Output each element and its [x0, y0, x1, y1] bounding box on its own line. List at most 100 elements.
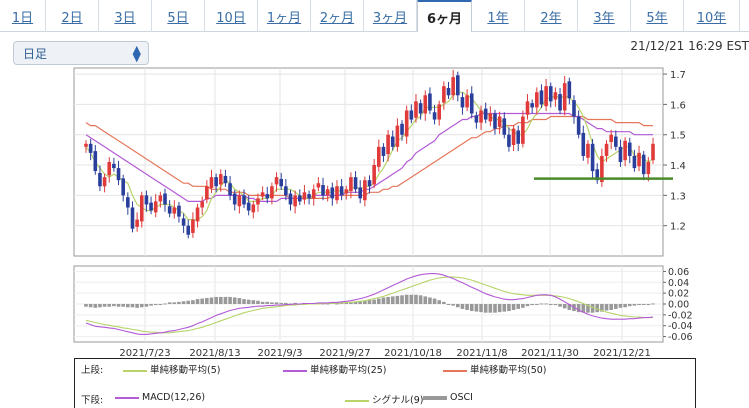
- signal-line: [85, 276, 653, 334]
- osci-bar: [511, 304, 516, 310]
- tab-period-12[interactable]: 5年: [631, 0, 684, 32]
- candle-body: [488, 113, 493, 122]
- osci-bar: [609, 304, 613, 310]
- candle-body: [84, 143, 88, 147]
- legend-item-sma25: 単純移動平均(25): [283, 362, 387, 376]
- osci-bar: [121, 304, 125, 307]
- x-tick-label: 2021/11/30: [521, 348, 579, 359]
- tab-period-1[interactable]: 2日: [46, 0, 99, 32]
- candle-body: [418, 103, 423, 114]
- candle-body: [618, 146, 623, 162]
- chevron-updown-icon: ▲ ▼: [132, 43, 141, 64]
- osci-bar: [623, 304, 627, 308]
- tab-period-3[interactable]: 5日: [152, 0, 205, 32]
- osci-bar: [260, 301, 265, 304]
- tab-period-2[interactable]: 3日: [99, 0, 152, 32]
- osci-bar: [172, 302, 177, 304]
- legend-item-macd: MACD(12,26): [115, 392, 205, 403]
- candle-body: [609, 134, 613, 142]
- candle-body: [139, 195, 144, 222]
- x-tick-label: 2021/9/3: [258, 348, 303, 359]
- osci-bar: [539, 303, 544, 305]
- macd-tick-label: -0.02: [668, 310, 693, 321]
- osci-bar: [218, 296, 223, 304]
- candle-body: [493, 113, 497, 129]
- candle-body: [539, 90, 544, 105]
- tab-period-9[interactable]: 1年: [472, 0, 525, 32]
- legend-swatch: [115, 396, 139, 399]
- candle-body: [335, 186, 339, 201]
- chart-legend: 上段: 単純移動平均(5) 単純移動平均(25) 単純移動平均(50) 下段: …: [74, 358, 696, 408]
- candle-body: [205, 186, 209, 200]
- osci-bar: [237, 298, 242, 304]
- candle-body: [223, 175, 228, 184]
- tab-period-8[interactable]: 6ヶ月: [417, 0, 472, 32]
- legend-item-sma5: 単純移動平均(5): [123, 362, 220, 376]
- candle-body: [372, 165, 376, 185]
- osci-bar: [367, 300, 372, 304]
- candle-body: [525, 101, 530, 115]
- candle-body: [390, 136, 395, 147]
- candle-body: [442, 86, 446, 103]
- interval-select[interactable]: 日足 ▲ ▼: [13, 41, 149, 65]
- candle-body: [386, 134, 390, 155]
- tab-period-10[interactable]: 2年: [525, 0, 578, 32]
- osci-bar: [195, 299, 200, 304]
- macd-tick-label: -0.04: [668, 321, 693, 332]
- osci-bar: [627, 304, 632, 307]
- osci-bar: [186, 300, 191, 304]
- tab-period-6[interactable]: 2ヶ月: [311, 0, 364, 32]
- osci-bar: [88, 304, 93, 308]
- period-tab-bar: 1日 2日 3日 5日 10日 1ヶ月 2ヶ月 3ヶ月 6ヶ月 1年 2年 3年 5年 10年: [0, 0, 749, 32]
- osci-bar: [153, 304, 158, 306]
- tab-period-4[interactable]: 10日: [205, 0, 258, 32]
- candle-body: [353, 177, 358, 190]
- candle-body: [330, 187, 335, 199]
- osci-bar: [390, 296, 395, 304]
- legend-swatch: [443, 369, 467, 372]
- candle-body: [270, 186, 274, 199]
- candle-body: [530, 103, 534, 108]
- tab-period-7[interactable]: 3ヶ月: [364, 0, 417, 32]
- osci-bar: [451, 304, 455, 306]
- tab-period-0[interactable]: 1日: [0, 0, 46, 32]
- candle-body: [404, 110, 409, 137]
- legend-swatch: [345, 399, 369, 402]
- osci-bar: [344, 302, 349, 304]
- osci-bar: [135, 304, 139, 308]
- candle-body: [381, 146, 386, 156]
- osci-bar: [442, 301, 446, 304]
- tab-period-13[interactable]: 10年: [684, 0, 740, 32]
- candle-body: [209, 177, 214, 189]
- candle-body: [181, 218, 186, 226]
- candle-body: [586, 143, 590, 158]
- osci-bar: [112, 304, 116, 307]
- candle-body: [432, 112, 437, 120]
- osci-bar: [544, 303, 548, 305]
- candle-body: [135, 219, 139, 227]
- osci-bar: [507, 304, 511, 312]
- osci-bar: [181, 301, 186, 304]
- candle-body: [483, 108, 488, 120]
- tab-period-11[interactable]: 3年: [578, 0, 631, 32]
- osci-bar: [651, 303, 655, 305]
- candle-body: [126, 197, 130, 208]
- candle-body: [130, 207, 135, 229]
- osci-bar: [102, 304, 107, 307]
- candle-body: [325, 189, 330, 196]
- osci-bar: [414, 294, 418, 304]
- candle-body: [237, 195, 242, 207]
- candle-body: [293, 195, 297, 207]
- candle-body: [265, 194, 270, 199]
- candle-body: [553, 92, 558, 100]
- candle-body: [358, 187, 363, 199]
- candle-body: [218, 174, 223, 185]
- candle-body: [423, 95, 428, 114]
- osci-bar: [502, 304, 507, 312]
- osci-bar: [418, 295, 423, 304]
- main-panel-frame: [73, 67, 664, 257]
- osci-bar: [600, 304, 604, 312]
- osci-bar: [446, 304, 451, 305]
- tab-period-5[interactable]: 1ヶ月: [258, 0, 311, 32]
- osci-bar: [274, 302, 279, 304]
